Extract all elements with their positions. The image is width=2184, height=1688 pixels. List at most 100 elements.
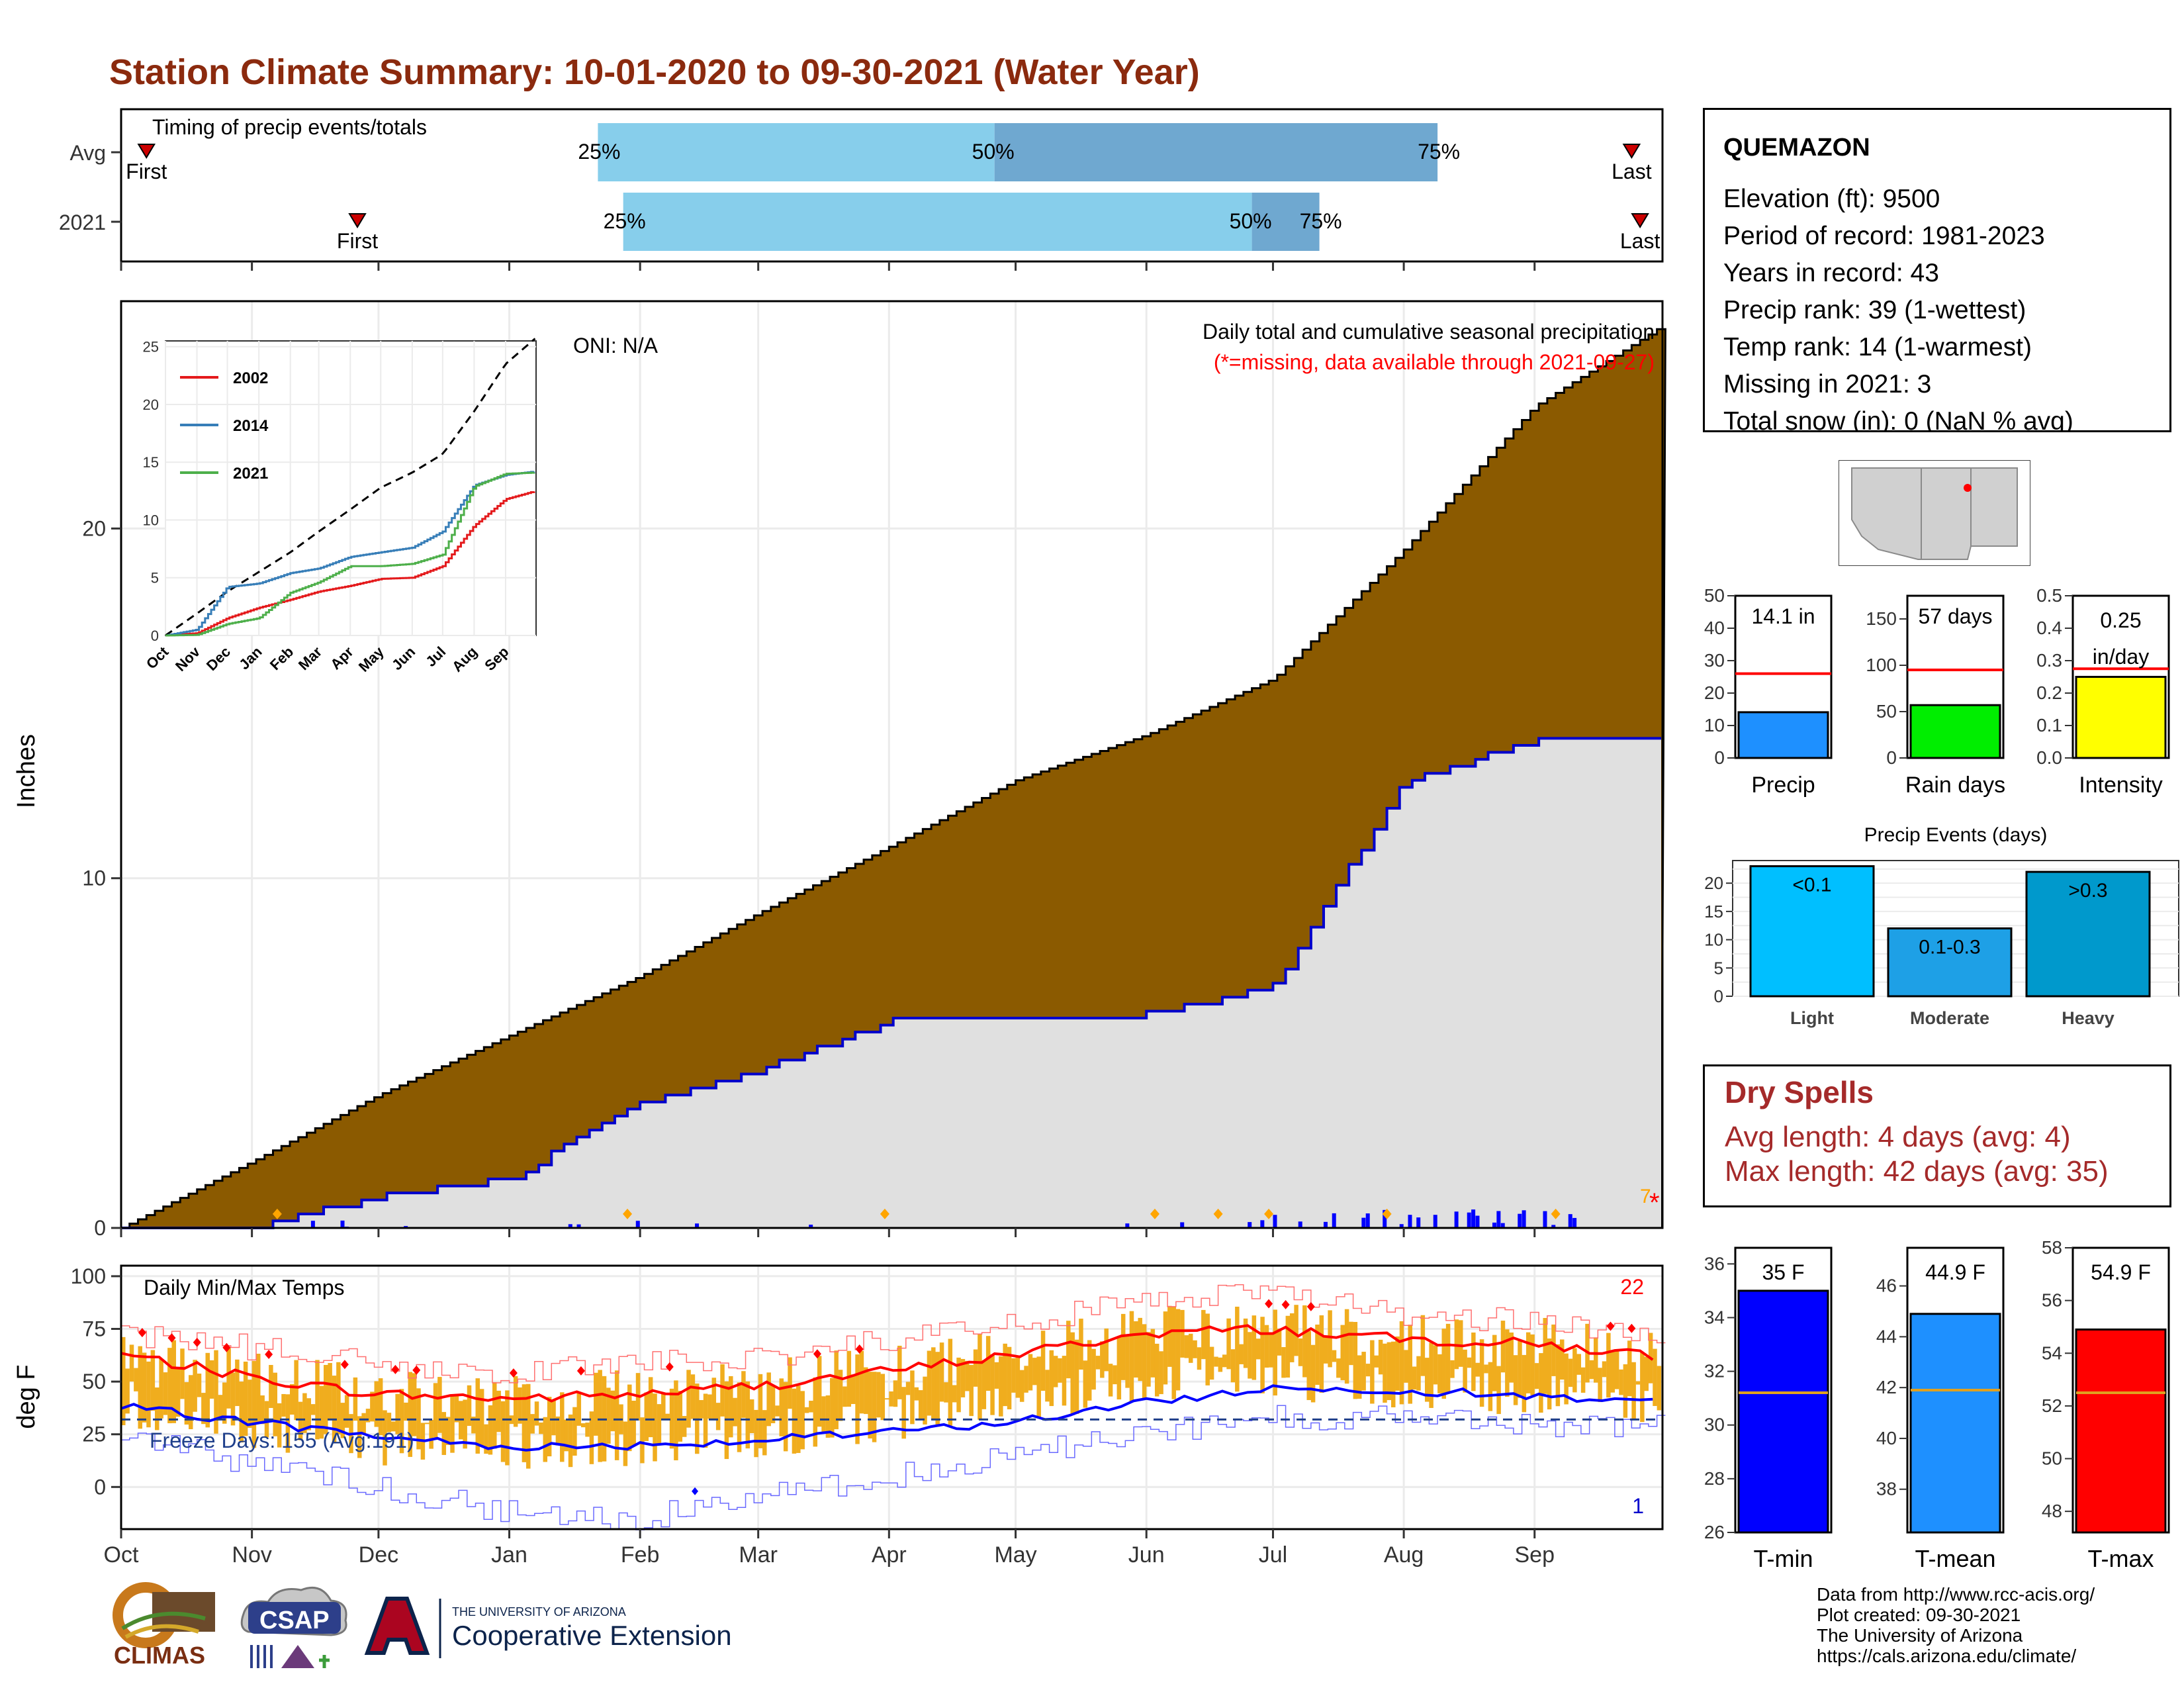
daily-temp-bar	[1028, 1354, 1033, 1391]
daily-temp-bar	[129, 1344, 134, 1382]
daily-temp-bar	[1349, 1321, 1353, 1366]
daily-temp-bar	[251, 1360, 257, 1448]
daily-temp-bar	[1024, 1366, 1028, 1393]
daily-temp-bar	[1053, 1356, 1058, 1387]
daily-temp-bar	[737, 1382, 742, 1452]
daily-temp-bar	[1154, 1343, 1160, 1397]
daily-temp-bar	[572, 1407, 577, 1456]
timing-bar-50-75	[994, 123, 1438, 181]
temp-bar-tick-label: 30	[1704, 1415, 1725, 1435]
credit-line: The University of Arizona	[1817, 1625, 2023, 1646]
daily-temp-bar	[1420, 1315, 1426, 1376]
daily-temp-bar	[686, 1370, 691, 1428]
inset-y-tick-label: 20	[143, 397, 159, 413]
daily-precip-bar	[1416, 1217, 1421, 1228]
daily-precip-bar	[576, 1224, 581, 1228]
daily-temp-bar	[496, 1390, 501, 1432]
daily-temp-bar	[965, 1360, 970, 1391]
daily-temp-bar	[218, 1395, 223, 1420]
precip-y-tick-label: 10	[82, 867, 106, 890]
summary-bar-value: 0.25	[2100, 608, 2141, 632]
daily-temp-bar	[817, 1356, 822, 1427]
daily-temp-bar	[205, 1352, 210, 1428]
daily-temp-bar	[344, 1395, 349, 1428]
daily-temp-bar	[500, 1401, 506, 1462]
temp-y-tick-label: 0	[94, 1475, 106, 1499]
daily-temp-bar	[387, 1413, 392, 1432]
station-elevation: Elevation (ft): 9500	[1723, 185, 1940, 213]
daily-temp-bar	[1580, 1367, 1586, 1393]
daily-temp-bar	[1120, 1313, 1126, 1380]
daily-temp-bar	[522, 1384, 527, 1462]
daily-temp-bar	[1298, 1338, 1303, 1366]
daily-precip-bar	[1361, 1217, 1366, 1228]
daily-temp-bar	[1146, 1332, 1151, 1387]
daily-temp-bar	[923, 1376, 927, 1425]
daily-precip-bar	[1454, 1211, 1459, 1228]
credit-line: Data from http://www.rcc-acis.org/	[1817, 1584, 2095, 1605]
daily-temp-bar	[543, 1417, 548, 1462]
daily-temp-bar	[1116, 1336, 1122, 1400]
daily-temp-bar	[1627, 1340, 1632, 1397]
daily-temp-bar	[1032, 1358, 1037, 1385]
dry-spells-avg: Avg length: 4 days (avg: 4)	[1725, 1121, 2071, 1153]
daily-temp-bar	[1214, 1356, 1218, 1367]
daily-temp-bar	[1390, 1341, 1396, 1408]
daily-precip-bar	[1568, 1214, 1572, 1228]
daily-temp-bar	[1184, 1335, 1189, 1358]
daily-temp-bar	[741, 1371, 746, 1418]
daily-temp-bar	[1445, 1323, 1451, 1393]
daily-temp-bar	[463, 1399, 467, 1449]
daily-temp-bar	[1361, 1352, 1366, 1391]
daily-temp-bar	[703, 1393, 708, 1448]
daily-temp-bar	[901, 1387, 906, 1439]
precip-event-bar-label: <0.1	[1792, 874, 1831, 896]
daily-temp-bar	[484, 1424, 488, 1454]
daily-temp-bar	[294, 1360, 298, 1421]
precip-events-chart: Precip Events (days) 0 5 10 15 20 <0.1 Light 0.1…	[1704, 824, 2179, 1028]
record-high-marker	[1281, 1299, 1290, 1309]
station-temp-rank: Temp rank: 14 (1-warmest)	[1723, 333, 2032, 361]
daily-temp-bar	[1619, 1369, 1623, 1395]
daily-temp-bar	[1188, 1333, 1193, 1363]
daily-temp-bar	[914, 1387, 919, 1401]
daily-temp-bar	[1205, 1313, 1210, 1385]
daily-temp-bar	[416, 1388, 421, 1450]
daily-temp-bar	[1255, 1338, 1261, 1360]
temp-x-tick-label: Jul	[1259, 1542, 1287, 1568]
daily-temp-bar	[825, 1395, 831, 1438]
daily-temp-bar	[530, 1414, 535, 1434]
daily-precip-bar	[809, 1225, 813, 1228]
daily-temp-bar	[1450, 1360, 1455, 1378]
daily-precip-bar	[1399, 1224, 1404, 1228]
daily-temp-bar	[328, 1363, 332, 1420]
daily-temp-bar	[425, 1423, 430, 1425]
daily-temp-bar	[969, 1364, 974, 1417]
daily-temp-bar	[1332, 1350, 1337, 1362]
daily-temp-bar	[846, 1350, 852, 1407]
daily-temp-bar	[1657, 1366, 1662, 1411]
daily-temp-bar	[770, 1385, 776, 1424]
daily-temp-bar	[1513, 1355, 1518, 1405]
daily-temp-bar	[1087, 1340, 1092, 1401]
daily-temp-bar	[336, 1362, 341, 1434]
temp-bar-t-min	[1737, 1289, 1829, 1534]
daily-temp-bar	[1310, 1344, 1316, 1403]
daily-temp-bar	[1150, 1329, 1156, 1378]
daily-precip-bar	[1475, 1215, 1480, 1228]
daily-temp-bar	[813, 1377, 818, 1447]
daily-temp-bar	[167, 1348, 172, 1424]
daily-temp-bar	[273, 1372, 278, 1436]
daily-temp-bar	[1100, 1341, 1105, 1378]
daily-temp-bar	[121, 1336, 126, 1426]
avg-max-temp-line	[120, 1324, 1654, 1403]
temp-bar-tick-label: 58	[2042, 1237, 2062, 1258]
daily-temp-bar	[1108, 1364, 1113, 1397]
daily-temp-bar	[614, 1370, 619, 1460]
daily-temp-bar	[644, 1392, 649, 1441]
daily-temp-bar	[1399, 1321, 1404, 1405]
daily-temp-bar	[445, 1417, 451, 1445]
record-high-marker	[138, 1328, 146, 1338]
daily-temp-bar	[1365, 1364, 1371, 1377]
temp-bar-tick-label: 36	[1704, 1253, 1725, 1274]
